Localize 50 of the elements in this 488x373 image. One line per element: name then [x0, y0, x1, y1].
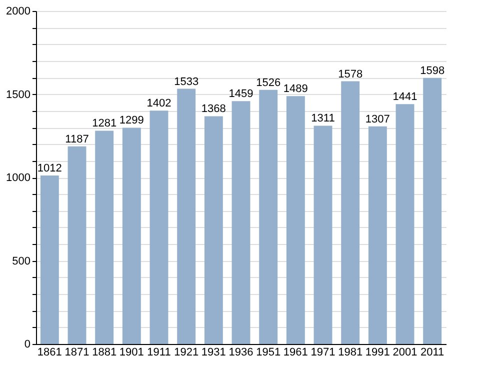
data-label: 1459 [228, 88, 254, 100]
y-tick-label: 1500 [6, 88, 30, 101]
x-tick-label: 1881 [92, 346, 117, 358]
x-tick-label: 1911 [147, 346, 171, 358]
data-label: 1311 [311, 112, 335, 125]
x-tick-label: 1951 [256, 346, 281, 358]
bar [232, 101, 250, 344]
data-label: 1533 [174, 76, 199, 88]
bar [40, 176, 59, 344]
bar [259, 90, 278, 344]
x-tick-label: 1991 [365, 346, 390, 358]
y-tick-label: 0 [24, 338, 30, 350]
bar [286, 96, 305, 344]
y-tick-label: 1000 [6, 172, 30, 184]
data-label: 1012 [37, 162, 62, 174]
data-label: 1526 [256, 76, 281, 89]
y-tick-label: 500 [12, 255, 30, 268]
data-label: 1402 [146, 98, 172, 110]
bar [368, 126, 387, 344]
bar [341, 81, 360, 344]
data-label: 1578 [338, 68, 363, 80]
x-tick-label: 1871 [64, 346, 90, 358]
bar [122, 128, 141, 344]
data-label: 1299 [119, 114, 144, 127]
bar [150, 110, 168, 344]
x-tick-label: 2011 [420, 346, 444, 358]
bar [423, 78, 442, 344]
data-label: 1307 [365, 113, 390, 126]
data-label: 1598 [420, 64, 445, 77]
x-tick-label: 1861 [37, 346, 62, 358]
x-tick-label: 1981 [338, 346, 363, 358]
y-tick-label: 2000 [6, 6, 30, 18]
bar [204, 116, 223, 344]
bar [314, 126, 332, 344]
x-tick-label: 1961 [283, 346, 308, 358]
data-label: 1281 [92, 118, 117, 130]
bar [177, 88, 196, 344]
x-tick-label: 1971 [310, 346, 336, 358]
x-tick-label: 2001 [392, 346, 418, 358]
data-label: 1368 [201, 103, 226, 116]
x-tick-label: 1901 [119, 346, 144, 358]
bar [95, 130, 114, 344]
bar [68, 146, 86, 344]
data-label: 1187 [65, 133, 89, 146]
data-label: 1441 [392, 91, 418, 104]
x-tick-label: 1921 [174, 346, 199, 358]
x-tick-label: 1931 [201, 346, 226, 358]
bar [396, 104, 414, 344]
data-label: 1489 [283, 83, 308, 96]
x-tick-label: 1936 [228, 346, 254, 358]
